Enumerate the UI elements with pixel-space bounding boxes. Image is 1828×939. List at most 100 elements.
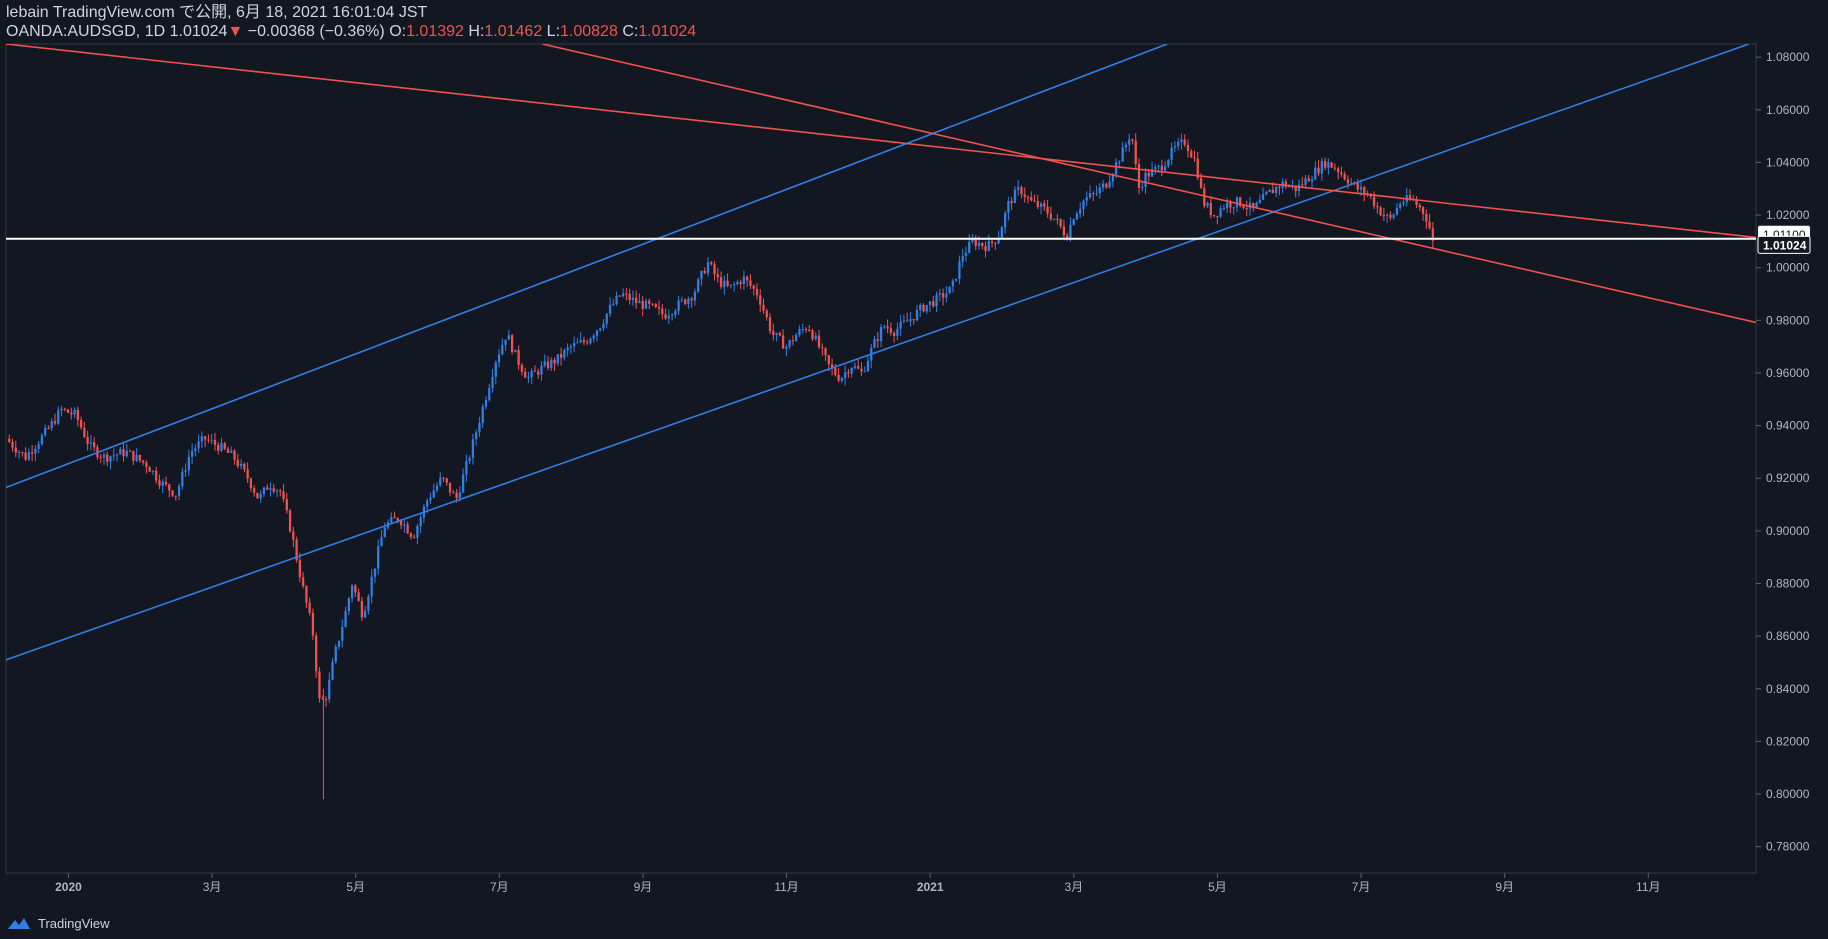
candle-body — [1114, 162, 1118, 175]
candle-body — [615, 295, 618, 304]
candle-body — [1098, 187, 1101, 194]
candle-body — [1274, 186, 1278, 194]
candle-body — [687, 298, 690, 304]
candle-body — [1013, 189, 1017, 204]
candle-body — [213, 439, 217, 445]
candle-body — [17, 452, 21, 454]
candle-body — [305, 586, 308, 603]
candle-body — [171, 490, 174, 496]
candle-body — [106, 454, 109, 462]
channel-up-lower-trendline[interactable] — [6, 44, 1750, 661]
candle-body — [1066, 235, 1069, 240]
x-tick-label: 11月 — [1636, 880, 1660, 894]
candle-body — [1209, 203, 1212, 216]
candle-body — [795, 335, 798, 342]
candle-body — [1226, 202, 1229, 208]
brand-label[interactable]: TradingView — [38, 915, 110, 931]
candle-body — [1431, 228, 1434, 241]
channel-up-upper-trendline[interactable] — [6, 44, 1168, 489]
candle-body — [184, 470, 187, 472]
candle-body — [801, 329, 804, 331]
channel-down-upper-trendline[interactable] — [6, 44, 1756, 239]
candle-body — [1023, 194, 1026, 198]
candle-body — [1330, 162, 1333, 168]
candle-body — [1085, 197, 1088, 201]
candle-body — [997, 238, 1000, 244]
candle-body — [1036, 201, 1039, 208]
candle-body — [279, 490, 282, 492]
channel-down-lower-trendline[interactable] — [542, 44, 1756, 324]
candle-body — [24, 452, 27, 460]
candle-body — [380, 537, 383, 547]
candle-body — [553, 359, 556, 364]
candle-body — [635, 297, 638, 304]
symbol-label[interactable]: OANDA:AUDSGD, 1D — [6, 23, 166, 40]
candle-body — [533, 370, 537, 372]
candle-body — [239, 463, 243, 467]
candle-body — [537, 371, 540, 375]
candle-body — [984, 246, 987, 252]
candle-body — [1359, 187, 1363, 190]
candle-body — [504, 339, 507, 345]
x-tick-label: 2021 — [917, 880, 944, 894]
candle-body — [318, 671, 321, 699]
candle-body — [1183, 139, 1186, 145]
candle-body — [906, 320, 909, 322]
candle-body — [47, 427, 50, 429]
candle-body — [1059, 219, 1062, 227]
candle-body — [442, 477, 445, 479]
candle-body — [896, 328, 899, 336]
candle-body — [1327, 162, 1330, 168]
candle-body — [40, 435, 44, 445]
candle-body — [866, 360, 870, 372]
candle-body — [1033, 200, 1036, 202]
candle-body — [798, 329, 801, 336]
candle-body — [115, 454, 119, 456]
candle-body — [749, 280, 752, 286]
candle-body — [458, 492, 461, 499]
candle-body — [651, 303, 654, 305]
candle-body — [138, 454, 142, 461]
candle-body — [357, 592, 360, 601]
candle-body — [57, 410, 60, 424]
candle-body — [788, 340, 791, 347]
down-arrow-icon: ▼ — [227, 23, 244, 40]
candle-body — [1095, 193, 1098, 195]
candle-body — [1043, 203, 1046, 207]
candle-body — [605, 313, 608, 324]
candle-body — [337, 640, 341, 647]
candle-body — [994, 242, 997, 244]
candle-body — [883, 326, 886, 328]
candle-body — [1301, 184, 1304, 186]
candle-body — [226, 448, 230, 453]
candle-body — [977, 242, 981, 247]
candle-body — [1268, 189, 1271, 192]
candle-body — [1245, 208, 1248, 210]
y-tick-label: 0.78000 — [1766, 840, 1810, 854]
candle-body — [775, 332, 778, 335]
candle-body — [1088, 193, 1092, 198]
candle-body — [517, 349, 520, 365]
candle-body — [1049, 213, 1052, 220]
candle-body — [648, 300, 651, 304]
candle-body — [390, 517, 393, 523]
candle-body — [1030, 197, 1033, 201]
candle-body — [1379, 207, 1382, 216]
candle-body — [1079, 208, 1082, 214]
candle-body — [1392, 214, 1395, 218]
candle-body — [804, 329, 808, 331]
plot-area[interactable] — [5, 43, 1757, 874]
candle-body — [266, 487, 269, 490]
candle-body — [308, 602, 311, 613]
candle-body — [1399, 203, 1402, 208]
candle-body — [824, 348, 827, 356]
candle-body — [847, 372, 850, 374]
candle-body — [566, 347, 569, 351]
candle-body — [350, 585, 354, 599]
candle-body — [618, 295, 621, 297]
tradingview-logo-icon[interactable] — [6, 915, 32, 931]
candle-body — [259, 493, 262, 499]
candle-body — [396, 518, 399, 521]
candle-body — [465, 460, 468, 475]
